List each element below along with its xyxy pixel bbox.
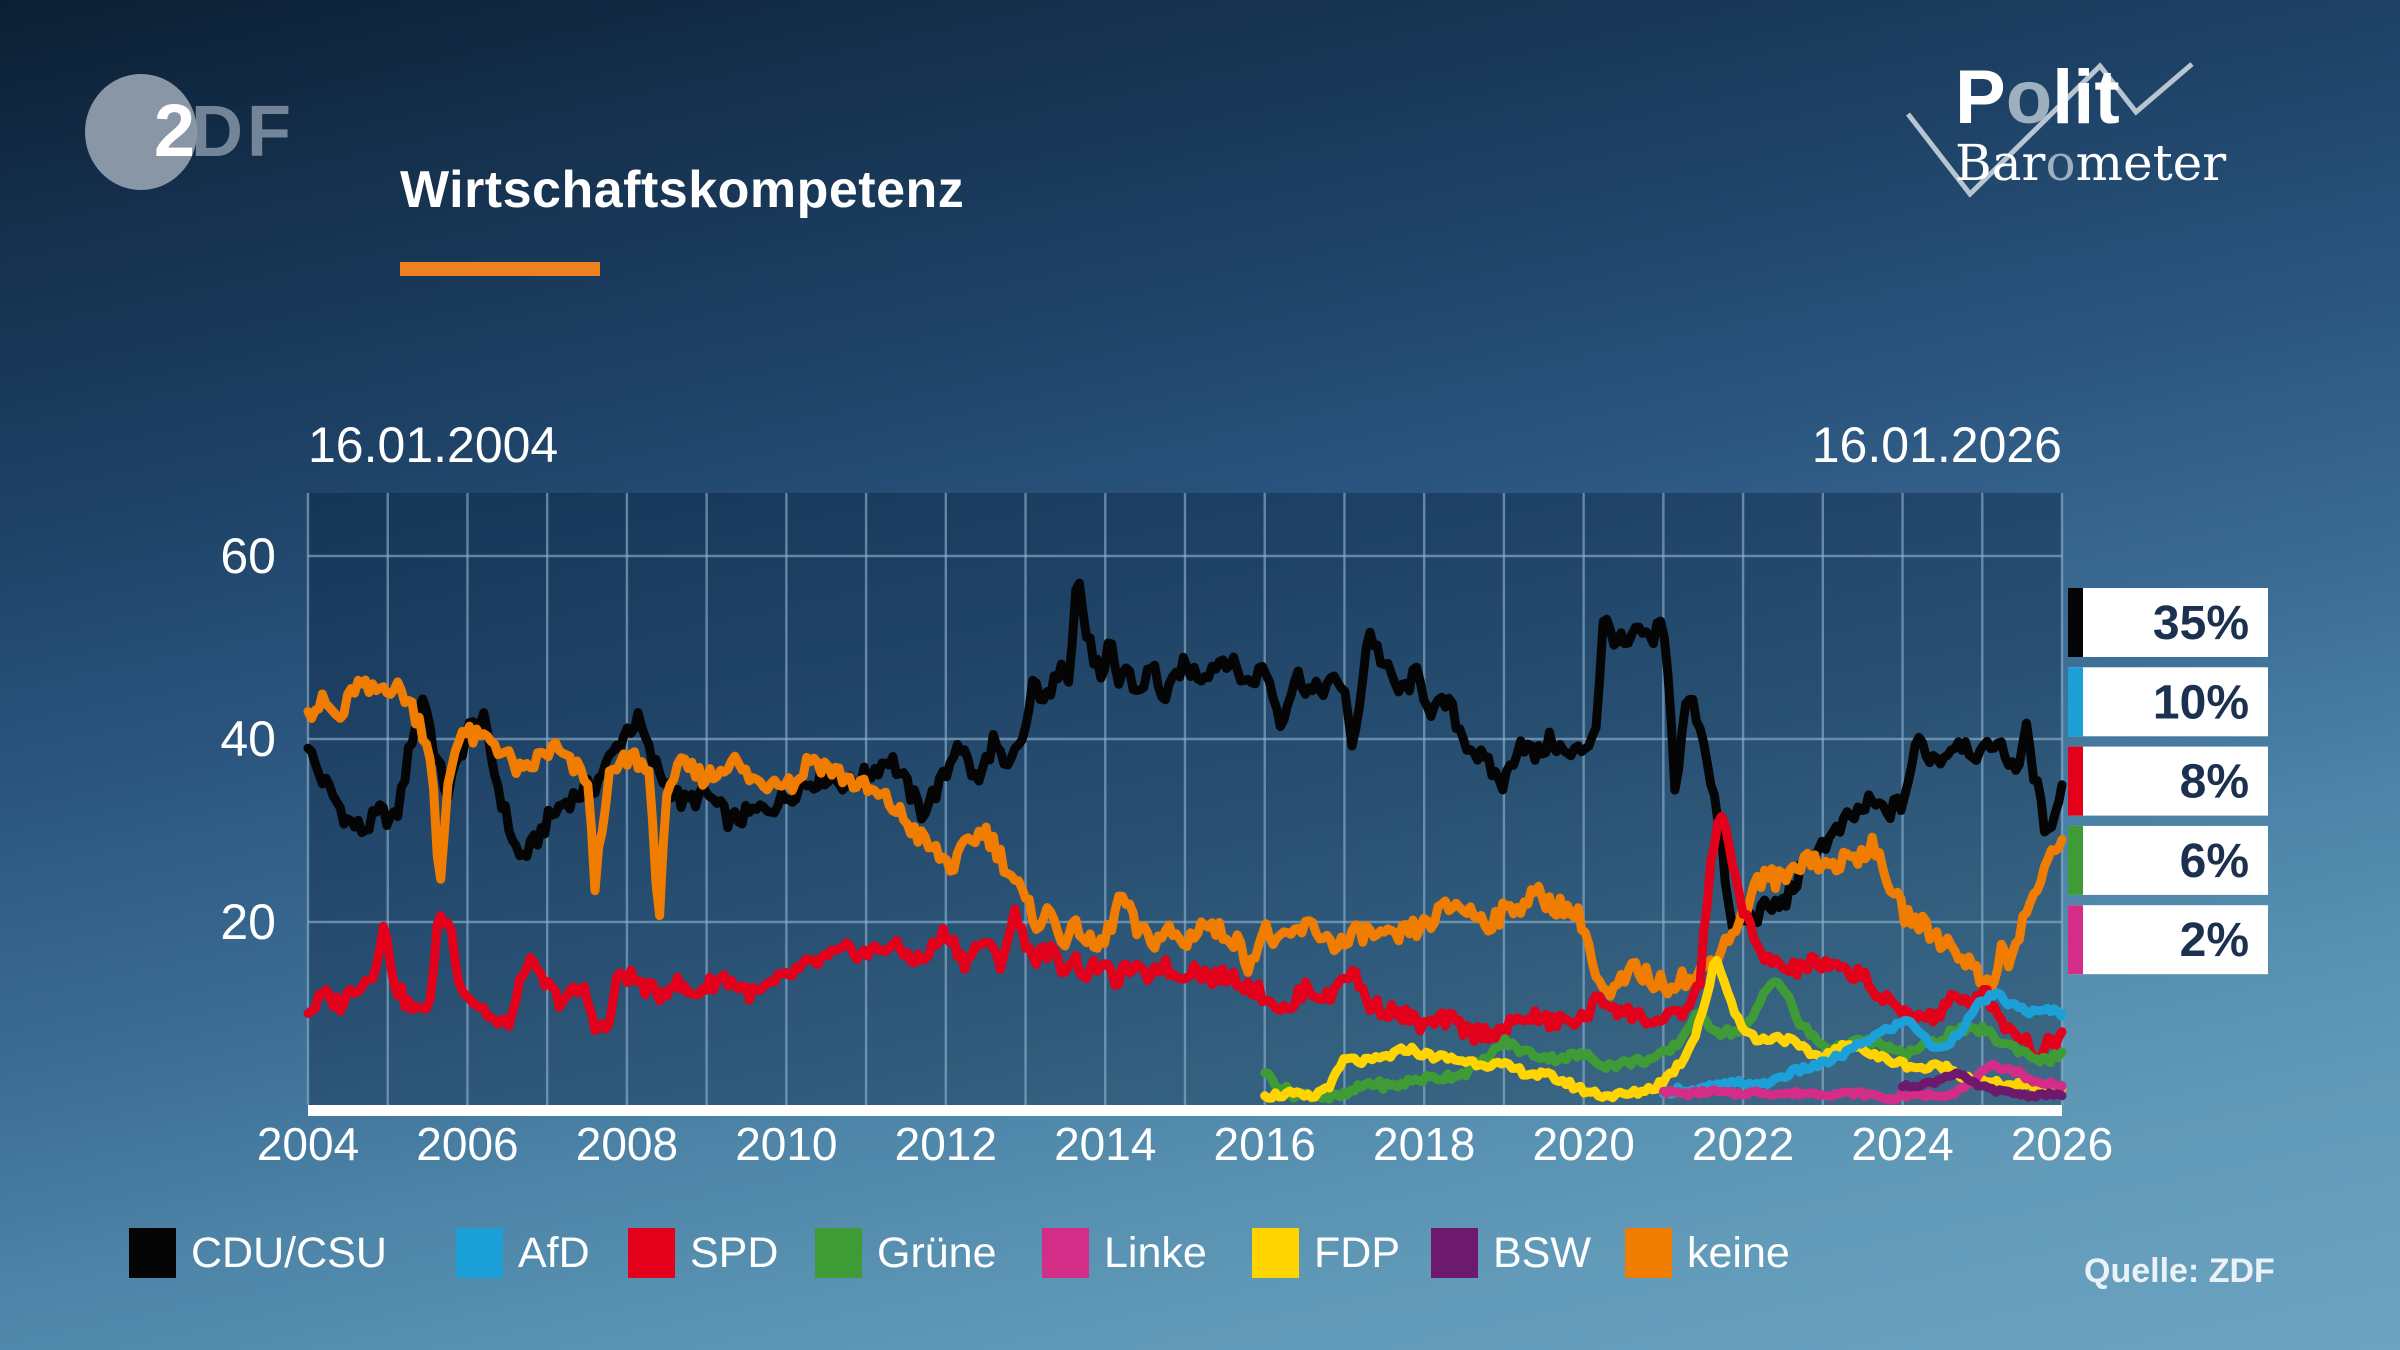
zdf-logo: 2 DF [85, 72, 315, 192]
linke-swatch-icon [1042, 1228, 1089, 1278]
date-end-label: 16.01.2026 [1812, 417, 2062, 473]
x-tick-label: 2012 [895, 1118, 997, 1170]
afd-swatch-icon [456, 1228, 503, 1278]
value-label-text: 10% [2153, 676, 2249, 729]
legend-item-afd: AfD [456, 1228, 590, 1278]
legend-label: Grüne [877, 1229, 997, 1277]
checkmark-icon [1906, 62, 2194, 198]
value-label-gruene: 6% [2068, 825, 2268, 895]
series-lines [303, 578, 2067, 1105]
legend-item-gruene: Grüne [815, 1228, 997, 1278]
value-label-swatch [2068, 588, 2083, 657]
title-underline [400, 262, 600, 276]
legend-label: BSW [1493, 1229, 1591, 1277]
keine-swatch-icon [1625, 1228, 1672, 1278]
x-tick-label: 2018 [1373, 1118, 1475, 1170]
x-tick-label: 2004 [257, 1118, 359, 1170]
x-tick-label: 2020 [1532, 1118, 1634, 1170]
pb-l2-post: meter [2075, 134, 2227, 192]
legend-label: AfD [518, 1229, 590, 1277]
series-afd [1658, 988, 2067, 1099]
series-cdu-csu [303, 578, 2067, 932]
source-label: Quelle: ZDF [2084, 1252, 2275, 1290]
value-label-swatch [2068, 667, 2083, 737]
y-axis-labels: 20 40 60 [220, 528, 276, 950]
pb-l1-pre: P [1955, 55, 2006, 140]
cdu-csu-swatch-icon [129, 1228, 176, 1278]
y-tick-label: 20 [220, 894, 276, 950]
value-label-text: 2% [2180, 914, 2249, 967]
value-label-text: 35% [2153, 597, 2249, 650]
y-tick-label: 60 [220, 528, 276, 584]
series-bsw [1898, 1068, 2067, 1102]
legend-label: FDP [1314, 1229, 1400, 1277]
bsw-swatch-icon [1431, 1228, 1478, 1278]
page-title: Wirtschaftskompetenz [400, 161, 965, 219]
value-label-swatch [2068, 905, 2083, 975]
legend-label: Linke [1104, 1229, 1207, 1277]
value-label-spd: 8% [2068, 746, 2268, 816]
zdf-logo-digit: 2 [153, 89, 195, 172]
politbarometer-line1: Polit [1955, 60, 2120, 136]
date-start-label: 16.01.2004 [308, 417, 558, 473]
pb-l2-pre: Bar [1955, 134, 2046, 192]
pb-l1-post: lit [2052, 55, 2120, 140]
legend-label: CDU/CSU [191, 1229, 387, 1277]
series-spd [303, 811, 2067, 1063]
legend-label: SPD [690, 1229, 779, 1277]
x-tick-label: 2016 [1214, 1118, 1316, 1170]
fdp-swatch-icon [1252, 1228, 1299, 1278]
legend-item-bsw: BSW [1431, 1228, 1591, 1278]
series-linke [1658, 1059, 2067, 1105]
value-label-afd: 10% [2068, 667, 2268, 737]
y-tick-label: 40 [220, 711, 276, 767]
legend-item-linke: Linke [1042, 1228, 1207, 1278]
zdf-circle-icon: 2 [85, 74, 197, 190]
gruene-swatch-icon [815, 1228, 862, 1278]
legend-item-fdp: FDP [1252, 1228, 1400, 1278]
x-tick-label: 2008 [576, 1118, 678, 1170]
x-axis-line [308, 1105, 2062, 1116]
spd-swatch-icon [628, 1228, 675, 1278]
value-label-swatch [2068, 746, 2083, 816]
value-label-linke: 2% [2068, 905, 2268, 975]
series-keine [303, 675, 2067, 1001]
zdf-logo-letters: DF [191, 92, 295, 172]
pb-l2-o: o [2045, 134, 2076, 192]
x-tick-label: 2026 [2011, 1118, 2113, 1170]
date-range-labels: 16.01.2004 16.01.2026 [308, 417, 2062, 473]
legend-item-cdu-csu: CDU/CSU [129, 1228, 387, 1278]
politbarometer-logo: Polit Barometer [1900, 52, 2240, 222]
x-tick-label: 2014 [1054, 1118, 1156, 1170]
x-tick-label: 2024 [1851, 1118, 1953, 1170]
politbarometer-line2: Barometer [1955, 138, 2226, 188]
value-label-text: 6% [2180, 835, 2249, 888]
pb-l1-o: o [2005, 55, 2053, 140]
value-label-cdu-csu: 35% [2068, 588, 2268, 657]
current-value-labels: 35% 10% 8% 6% 2% [2068, 588, 2268, 975]
legend-item-spd: SPD [628, 1228, 778, 1278]
x-axis-labels: 2004 2006 2008 2010 2012 2014 2016 2018 2020 2022… [257, 1118, 2113, 1170]
value-label-text: 8% [2180, 756, 2249, 809]
x-tick-label: 2010 [735, 1118, 837, 1170]
value-label-swatch [2068, 825, 2083, 895]
gridlines [306, 493, 2064, 1105]
series-fdp [1260, 955, 2067, 1103]
legend-label: keine [1687, 1229, 1790, 1277]
legend-item-keine: keine [1625, 1228, 1790, 1278]
x-tick-label: 2022 [1692, 1118, 1794, 1170]
x-tick-label: 2006 [416, 1118, 518, 1170]
